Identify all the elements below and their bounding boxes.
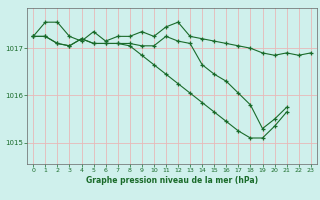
X-axis label: Graphe pression niveau de la mer (hPa): Graphe pression niveau de la mer (hPa) [86,176,258,185]
